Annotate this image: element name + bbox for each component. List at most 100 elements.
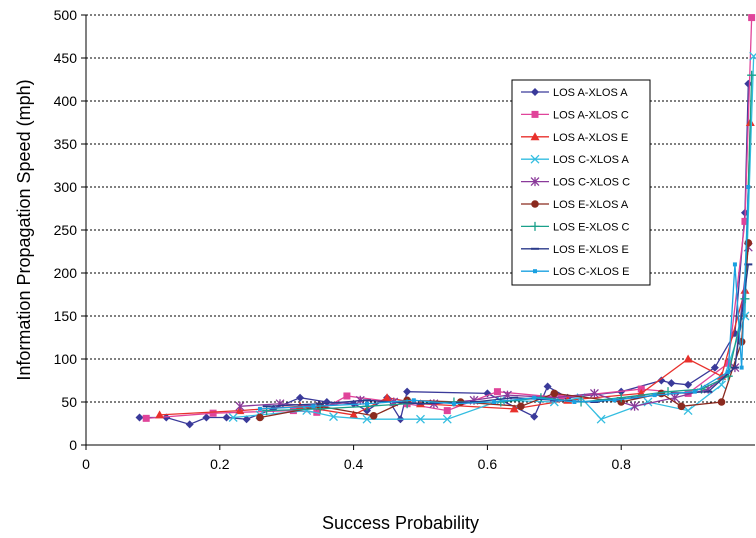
data-point <box>416 414 425 424</box>
y-tick-label: 250 <box>54 222 78 238</box>
data-point <box>726 369 731 374</box>
data-point <box>369 411 378 420</box>
data-point <box>589 388 599 398</box>
data-point <box>329 412 338 422</box>
data-point <box>257 406 262 411</box>
data-point <box>532 395 537 400</box>
gridlines <box>86 14 755 403</box>
data-point <box>677 402 686 411</box>
data-point <box>142 414 150 422</box>
data-point <box>155 410 165 419</box>
axes: 0 50 100 150 200 250 300 350 400 450 500 0 0.2 0.4 0.6… <box>54 7 755 472</box>
data-point <box>557 394 565 402</box>
data-point <box>382 393 392 402</box>
legend-entry: LOS E-XLOS E <box>521 244 629 256</box>
y-tick-label: 0 <box>69 437 77 453</box>
data-point <box>652 393 657 398</box>
data-point <box>739 365 744 370</box>
data-point <box>747 70 756 80</box>
y-axis-title: Information Propagation Speed (mph) <box>14 79 34 380</box>
y-tick-label: 400 <box>54 93 78 109</box>
data-point <box>185 420 194 429</box>
data-point <box>364 401 369 406</box>
series-line <box>259 186 749 410</box>
data-point <box>683 406 693 416</box>
data-point <box>667 379 676 388</box>
data-point <box>222 413 231 422</box>
legend-label: LOS C-XLOS A <box>553 154 629 166</box>
legend-swatch-marker <box>530 132 540 141</box>
data-point <box>295 401 305 410</box>
y-tick-label: 150 <box>54 308 78 324</box>
data-point <box>683 354 693 363</box>
data-point <box>349 410 359 419</box>
data-point <box>443 407 451 415</box>
series-9 <box>257 185 751 411</box>
data-point <box>209 409 217 417</box>
data-point <box>451 401 456 406</box>
data-point <box>732 262 737 267</box>
legend-swatch-marker <box>530 177 540 187</box>
legend-label: LOS A-XLOS C <box>553 109 629 121</box>
legend-swatch-marker <box>531 88 539 96</box>
series-8 <box>262 263 753 408</box>
legend-label: LOS A-XLOS E <box>553 132 628 144</box>
legend-entry: LOS A-XLOS A <box>521 87 628 99</box>
legend-label: LOS A-XLOS A <box>553 87 628 99</box>
legend-entry: LOS E-XLOS C <box>521 221 629 233</box>
x-tick-label: 0 <box>82 456 90 472</box>
data-point <box>509 404 519 413</box>
legend: LOS A-XLOS A LOS A-XLOS C LOS A-XLOS E LOS … <box>511 79 651 286</box>
data-point <box>740 294 750 304</box>
series-line <box>146 17 753 419</box>
data-point <box>746 185 751 189</box>
series-line <box>159 122 751 416</box>
data-point <box>550 389 559 398</box>
series-2 <box>142 14 756 422</box>
data-point <box>596 414 606 424</box>
series-line <box>139 83 749 426</box>
y-tick-label: 50 <box>61 394 77 410</box>
data-point <box>311 404 316 409</box>
series-3 <box>155 118 755 419</box>
legend-entry: LOS C-XLOS A <box>521 154 629 166</box>
legend-swatch-marker <box>530 221 540 231</box>
data-point <box>744 79 753 88</box>
series-line <box>266 75 753 412</box>
legend-swatch-marker <box>530 154 540 164</box>
data-point <box>749 51 756 61</box>
data-point <box>235 401 245 411</box>
data-point <box>289 407 297 415</box>
legend-label: LOS E-XLOS E <box>553 244 629 256</box>
legend-label: LOS C-XLOS E <box>553 266 629 278</box>
data-point <box>296 393 305 402</box>
y-tick-label: 200 <box>54 265 78 281</box>
legend-swatch-marker <box>531 110 539 118</box>
x-tick-label: 0.8 <box>611 456 631 472</box>
data-point <box>403 387 412 396</box>
data-point <box>612 398 617 403</box>
data-point <box>630 401 640 411</box>
y-tick-label: 500 <box>54 7 78 23</box>
data-point <box>256 413 264 422</box>
y-tick-label: 100 <box>54 351 78 367</box>
legend-label: LOS E-XLOS A <box>553 199 629 211</box>
data-point <box>411 398 416 403</box>
legend-entry: LOS A-XLOS E <box>521 132 628 144</box>
x-tick-label: 0.2 <box>210 456 230 472</box>
data-point <box>572 400 577 404</box>
series-line <box>266 264 749 407</box>
y-tick-label: 300 <box>54 179 78 195</box>
legend-swatch-marker <box>533 269 537 274</box>
legend-entry: LOS A-XLOS C <box>521 109 629 121</box>
series-layer <box>135 14 756 429</box>
data-point <box>657 376 666 385</box>
legend-label: LOS C-XLOS C <box>553 177 630 189</box>
x-tick-label: 0.6 <box>478 456 498 472</box>
series-line <box>233 56 755 420</box>
data-point <box>492 400 497 404</box>
data-point <box>162 413 171 422</box>
legend-entry: LOS C-XLOS E <box>521 266 629 278</box>
data-point <box>202 413 211 422</box>
